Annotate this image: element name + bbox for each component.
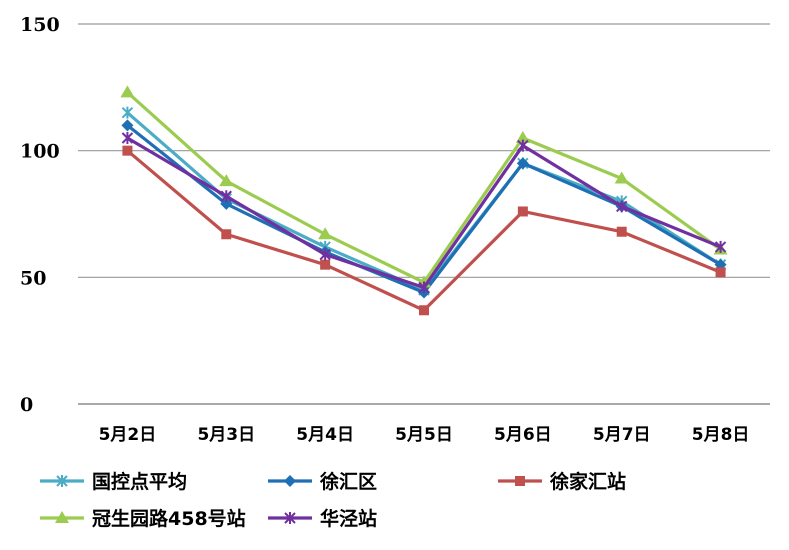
x-tick-label: 5月2日 xyxy=(99,425,157,445)
x-tick-label: 5月6日 xyxy=(494,425,552,445)
data-point xyxy=(220,190,232,203)
data-point xyxy=(515,131,530,143)
data-point xyxy=(319,248,331,261)
x-axis-ticks: 5月2日 5月3日 5月4日 5月5日 5月6日 5月7日 5月8日 xyxy=(99,425,750,445)
data-point xyxy=(121,132,134,144)
data-point xyxy=(714,240,727,253)
data-point xyxy=(219,174,234,187)
legend-item: 冠生园路458号站 xyxy=(40,507,246,530)
data-point xyxy=(220,197,233,210)
data-point xyxy=(715,267,726,278)
data-point xyxy=(419,305,429,316)
legend-swatch-marker xyxy=(284,512,296,524)
legend-item: 国控点平均 xyxy=(40,470,187,493)
legend-swatch-marker xyxy=(284,475,296,487)
gridlines xyxy=(78,23,770,405)
series-5 xyxy=(121,132,727,294)
y-axis-ticks: 0 50 100 150 xyxy=(20,14,60,416)
x-tick-label: 5月3日 xyxy=(197,425,255,445)
x-tick-label: 5月7日 xyxy=(593,425,651,445)
y-tick-label: 50 xyxy=(20,267,46,289)
x-tick-label: 5月8日 xyxy=(692,425,750,445)
legend-swatch-marker xyxy=(56,475,68,487)
data-point xyxy=(221,229,232,240)
legend-swatch-marker xyxy=(515,476,525,486)
data-point xyxy=(516,157,529,170)
data-point xyxy=(120,85,135,98)
legend-label: 徐汇区 xyxy=(319,470,377,493)
series-line xyxy=(126,111,722,292)
data-point xyxy=(418,281,430,294)
series-group xyxy=(120,85,728,316)
data-point xyxy=(616,226,627,237)
legend-item: 华泾站 xyxy=(268,507,377,530)
data-point xyxy=(122,145,133,156)
x-tick-label: 5月5日 xyxy=(395,425,453,445)
legend-label: 徐家汇站 xyxy=(549,470,626,493)
data-point xyxy=(517,139,529,152)
legend-item: 徐家汇站 xyxy=(498,470,626,493)
data-point xyxy=(517,206,528,217)
data-point xyxy=(318,227,333,240)
series-1 xyxy=(121,106,727,296)
y-tick-label: 150 xyxy=(20,14,60,36)
data-point xyxy=(121,106,134,119)
series-line xyxy=(126,91,722,284)
legend-label: 华泾站 xyxy=(320,507,377,530)
legend-swatch-marker xyxy=(55,511,69,523)
legend-label: 冠生园路458号站 xyxy=(92,507,246,530)
y-tick-label: 0 xyxy=(20,394,33,416)
series-3 xyxy=(122,145,726,316)
legend-label: 国控点平均 xyxy=(92,470,187,493)
x-tick-label: 5月4日 xyxy=(296,425,354,445)
y-tick-label: 100 xyxy=(20,141,60,163)
data-point xyxy=(320,259,331,270)
data-point xyxy=(616,200,628,213)
legend-item: 徐汇区 xyxy=(268,470,377,493)
data-point xyxy=(614,171,629,184)
data-point xyxy=(121,119,134,132)
